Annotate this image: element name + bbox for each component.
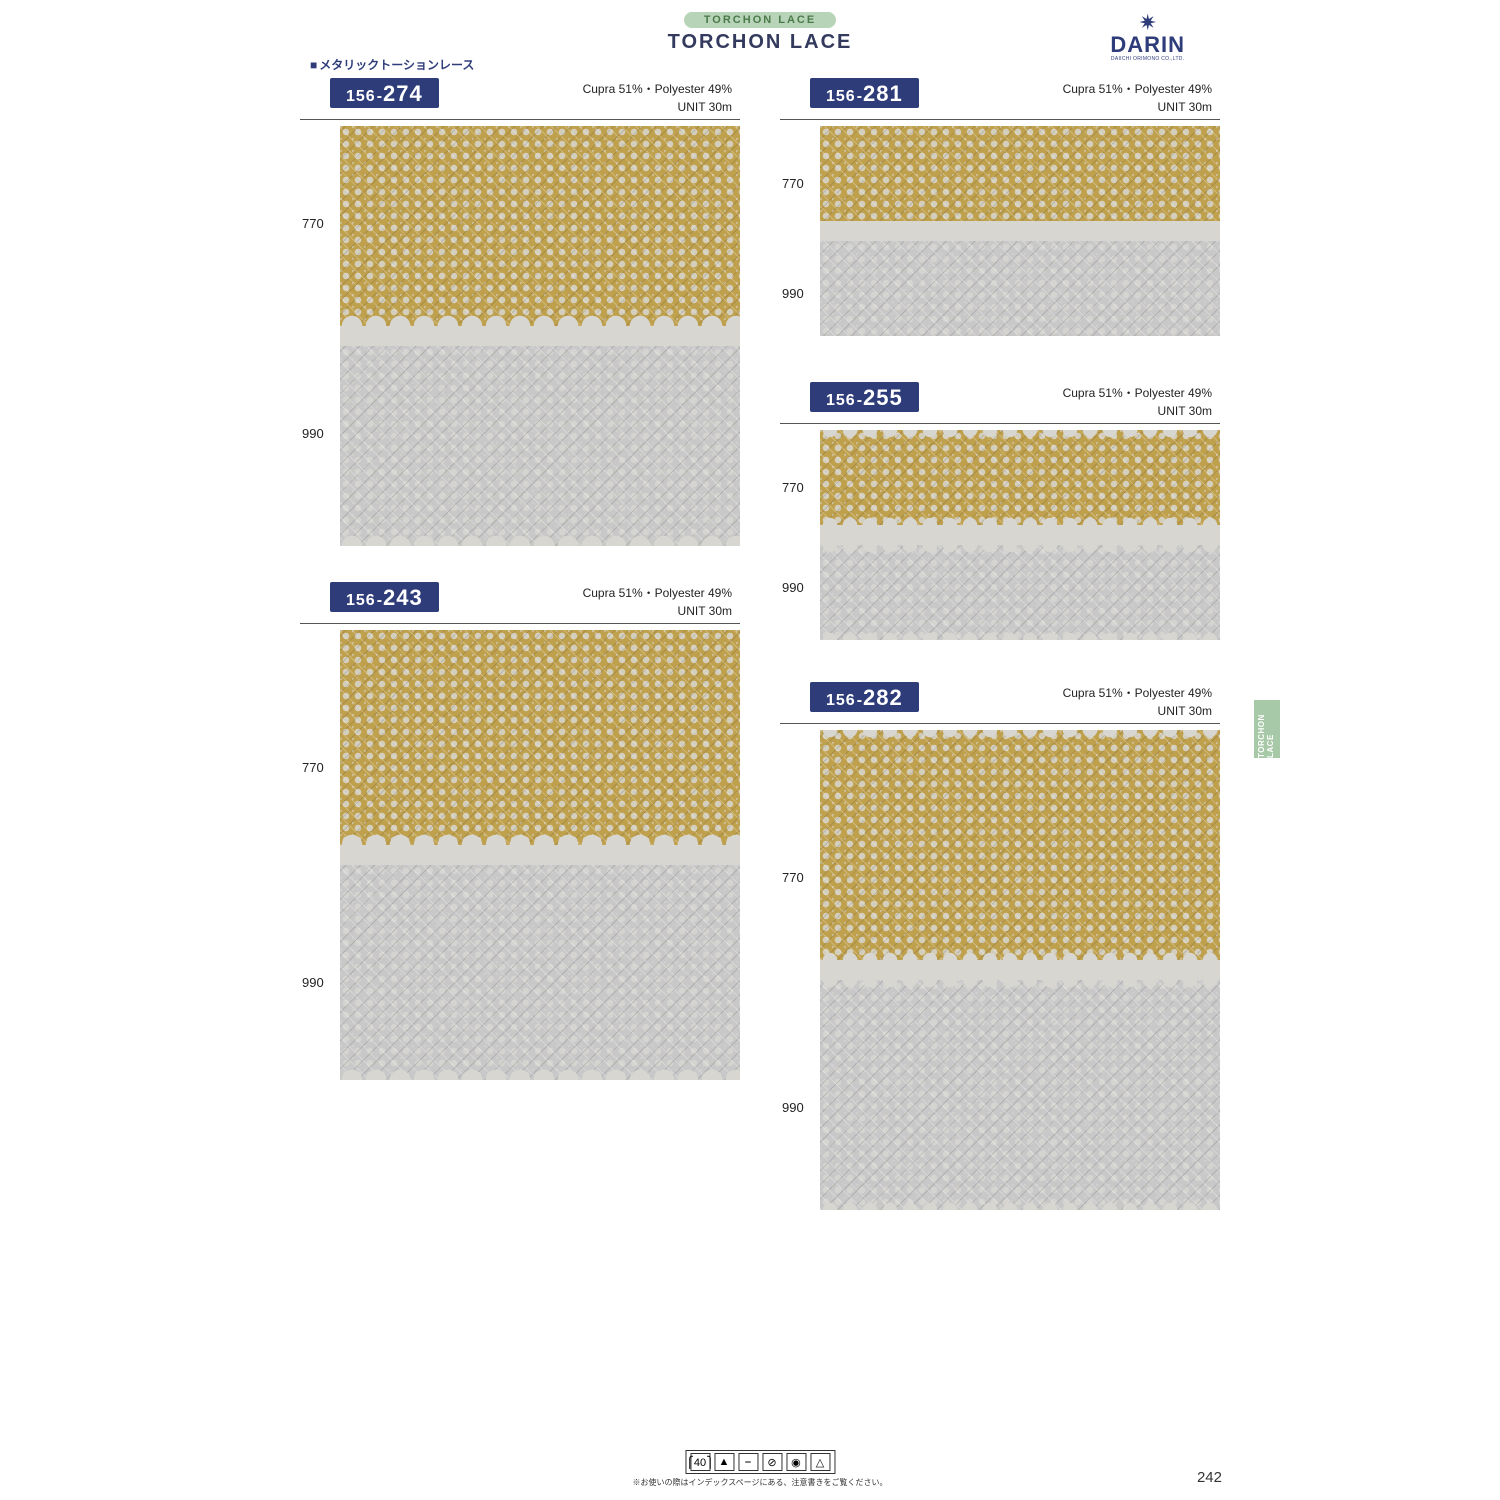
code-prefix: 156 <box>826 88 856 106</box>
product-281: 156 - 281 Cupra 51%・Polyester 49% UNIT 3… <box>780 76 1220 336</box>
product-code-badge: 156 - 282 <box>810 682 919 712</box>
swatch-gold <box>340 126 740 326</box>
composition-text: Cupra 51%・Polyester 49% <box>583 584 732 601</box>
color-code-gold: 770 <box>782 870 804 885</box>
care-icon: ◉ <box>786 1453 806 1471</box>
care-icon: △ <box>810 1453 830 1471</box>
unit-text: UNIT 30m <box>678 100 732 114</box>
color-code-gold: 770 <box>302 760 324 775</box>
color-code-silver: 990 <box>782 580 804 595</box>
color-code-silver: 990 <box>302 975 324 990</box>
product-255: 156 - 255 Cupra 51%・Polyester 49% UNIT 3… <box>780 380 1220 640</box>
color-code-silver: 990 <box>782 286 804 301</box>
care-icon: ▲ <box>714 1453 734 1471</box>
swatch-gold <box>820 430 1220 525</box>
color-code-gold: 770 <box>782 176 804 191</box>
lace-sample-gold <box>820 126 1220 221</box>
care-icons: ⎧40⎫▲⎯⊘◉△ <box>685 1450 835 1474</box>
product-header: 156 - 274 Cupra 51%・Polyester 49% UNIT 3… <box>300 76 740 120</box>
code-prefix: 156 <box>826 692 856 710</box>
side-tab: TORCHON LACE <box>1254 700 1280 758</box>
swatch-silver <box>820 241 1220 336</box>
product-code-badge: 156 - 274 <box>330 78 439 108</box>
lace-sample-silver <box>340 865 740 1080</box>
lace-sample-gold <box>820 430 1220 525</box>
lace-sample-gold <box>340 126 740 326</box>
lace-sample-gold <box>820 730 1220 960</box>
unit-text: UNIT 30m <box>1158 404 1212 418</box>
code-number: 243 <box>383 585 423 611</box>
care-icon: ⎯ <box>738 1453 758 1471</box>
color-code-silver: 990 <box>302 426 324 441</box>
footer-note: ※お使いの際はインデックスページにある、注意書きをご覧ください。 <box>632 1477 887 1488</box>
composition-text: Cupra 51%・Polyester 49% <box>1063 384 1212 401</box>
code-dash: - <box>377 592 382 610</box>
lace-sample-gold <box>340 630 740 845</box>
code-dash: - <box>857 392 862 410</box>
logo-star-icon: ✷ <box>1110 12 1185 34</box>
product-header: 156 - 281 Cupra 51%・Polyester 49% UNIT 3… <box>780 76 1220 120</box>
swatch-block: 770990 <box>820 730 1220 1210</box>
section-label: メタリックトーションレース <box>310 56 474 73</box>
swatch-block: 770990 <box>820 126 1220 336</box>
composition-text: Cupra 51%・Polyester 49% <box>583 80 732 97</box>
code-prefix: 156 <box>346 88 376 106</box>
product-code-badge: 156 - 281 <box>810 78 919 108</box>
code-dash: - <box>857 692 862 710</box>
code-prefix: 156 <box>346 592 376 610</box>
product-header: 156 - 243 Cupra 51%・Polyester 49% UNIT 3… <box>300 580 740 624</box>
color-code-gold: 770 <box>782 480 804 495</box>
catalog-page: TORCHON LACE TORCHON LACE ✷ DARIN DAIICH… <box>240 0 1280 1500</box>
code-number: 282 <box>863 685 903 711</box>
product-282: 156 - 282 Cupra 51%・Polyester 49% UNIT 3… <box>780 680 1220 1210</box>
swatch-silver <box>340 865 740 1080</box>
lace-sample-silver <box>820 980 1220 1210</box>
product-243: 156 - 243 Cupra 51%・Polyester 49% UNIT 3… <box>300 580 740 1080</box>
product-header: 156 - 282 Cupra 51%・Polyester 49% UNIT 3… <box>780 680 1220 724</box>
unit-text: UNIT 30m <box>1158 704 1212 718</box>
swatch-gold <box>340 630 740 845</box>
care-icon: ⎧40⎫ <box>690 1453 710 1471</box>
care-icon: ⊘ <box>762 1453 782 1471</box>
product-code-badge: 156 - 243 <box>330 582 439 612</box>
page-number: 242 <box>1197 1469 1222 1486</box>
code-number: 274 <box>383 81 423 107</box>
composition-text: Cupra 51%・Polyester 49% <box>1063 684 1212 701</box>
lace-sample-silver <box>340 346 740 546</box>
code-dash: - <box>377 88 382 106</box>
header-pill: TORCHON LACE <box>684 12 836 28</box>
logo-subtext: DAIICHI ORIMONO CO.,LTD. <box>1110 56 1185 62</box>
unit-text: UNIT 30m <box>678 604 732 618</box>
unit-text: UNIT 30m <box>1158 100 1212 114</box>
swatch-silver <box>340 346 740 546</box>
swatch-gold <box>820 126 1220 221</box>
brand-logo: ✷ DARIN DAIICHI ORIMONO CO.,LTD. <box>1110 12 1185 62</box>
swatch-block: 770990 <box>340 126 740 546</box>
swatch-silver <box>820 545 1220 640</box>
code-number: 281 <box>863 81 903 107</box>
product-274: 156 - 274 Cupra 51%・Polyester 49% UNIT 3… <box>300 76 740 546</box>
swatch-gold <box>820 730 1220 960</box>
swatch-block: 770990 <box>340 630 740 1080</box>
lace-sample-silver <box>820 545 1220 640</box>
code-dash: - <box>857 88 862 106</box>
lace-sample-silver <box>820 241 1220 336</box>
composition-text: Cupra 51%・Polyester 49% <box>1063 80 1212 97</box>
code-number: 255 <box>863 385 903 411</box>
product-code-badge: 156 - 255 <box>810 382 919 412</box>
product-header: 156 - 255 Cupra 51%・Polyester 49% UNIT 3… <box>780 380 1220 424</box>
code-prefix: 156 <box>826 392 856 410</box>
page-footer: ⎧40⎫▲⎯⊘◉△ ※お使いの際はインデックスページにある、注意書きをご覧くださ… <box>632 1450 887 1488</box>
color-code-gold: 770 <box>302 216 324 231</box>
swatch-block: 770990 <box>820 430 1220 640</box>
color-code-silver: 990 <box>782 1100 804 1115</box>
swatch-silver <box>820 980 1220 1210</box>
logo-text: DARIN <box>1110 34 1185 56</box>
